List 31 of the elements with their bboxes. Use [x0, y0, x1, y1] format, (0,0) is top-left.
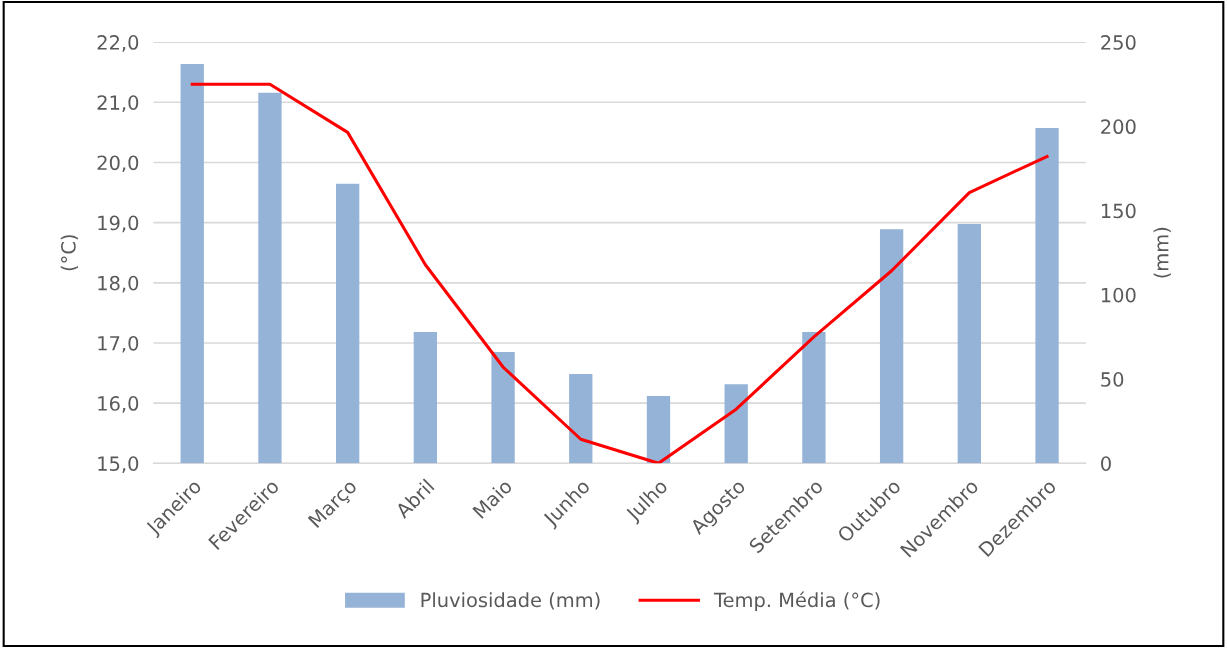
bar	[724, 384, 748, 464]
bar	[335, 183, 360, 464]
bar	[180, 64, 204, 464]
y2-tick-label: 150	[1101, 203, 1136, 219]
bar	[802, 331, 826, 464]
bar	[957, 224, 981, 464]
y2-tick-label: 100	[1101, 287, 1136, 303]
bar	[1035, 128, 1059, 464]
y2-tick-label: 0	[1101, 456, 1111, 471]
y-axis-title: (°C)	[60, 235, 79, 271]
y-tick-label: 22,0	[97, 35, 139, 52]
y-tick-label: 17,0	[98, 335, 139, 353]
bar	[879, 229, 904, 464]
y-tick-label: 18,0	[98, 275, 139, 293]
y-tick-label: 16,0	[98, 396, 139, 413]
y2-tick-label: 50	[1101, 372, 1124, 387]
legend-label: Temp. Média (°C)	[713, 591, 880, 612]
y-tick-label: 15,0	[98, 456, 139, 473]
y-tick-label: 21,0	[97, 95, 139, 112]
bar	[258, 92, 282, 464]
y-tick-label: 20,0	[97, 155, 139, 173]
bar	[569, 374, 593, 464]
legend-label: Pluviosidade (mm)	[421, 592, 600, 610]
bar	[646, 395, 671, 464]
y-tick-label: 19,0	[98, 215, 139, 233]
bar	[491, 352, 515, 464]
line-series	[190, 82, 1049, 464]
y2-tick-label: 250	[1101, 35, 1136, 50]
y2-tick-label: 200	[1101, 119, 1136, 135]
bar	[413, 331, 438, 464]
y2-axis-title: (mm)	[1153, 227, 1171, 278]
